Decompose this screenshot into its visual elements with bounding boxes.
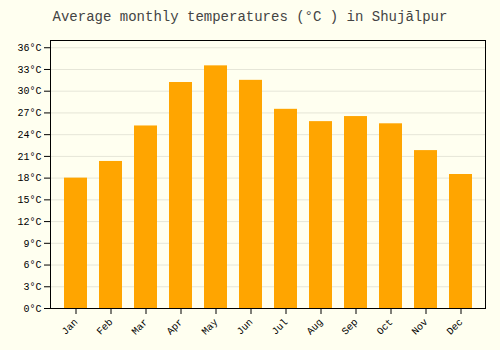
- svg-text:36°C: 36°C: [17, 43, 41, 54]
- svg-text:30°C: 30°C: [17, 86, 41, 97]
- svg-text:Feb: Feb: [95, 317, 116, 338]
- svg-text:9°C: 9°C: [23, 239, 41, 250]
- html-text:Average monthly temperatures (: Average monthly temperatures (°C ) in Sh…: [52, 9, 448, 25]
- svg-text:Jan: Jan: [60, 317, 81, 338]
- svg-text:Aug: Aug: [305, 317, 326, 338]
- svg-text:21°C: 21°C: [17, 152, 41, 163]
- svg-text:Sep: Sep: [340, 317, 361, 338]
- svg-text:12°C: 12°C: [17, 217, 41, 228]
- svg-text:33°C: 33°C: [17, 65, 41, 76]
- svg-text:Nov: Nov: [410, 317, 431, 338]
- svg-text:Apr: Apr: [165, 317, 186, 338]
- svg-text:6°C: 6°C: [23, 260, 41, 271]
- svg-text:Oct: Oct: [375, 317, 396, 338]
- svg-text:Dec: Dec: [445, 317, 466, 338]
- svg-text:27°C: 27°C: [17, 108, 41, 119]
- svg-text:0°C: 0°C: [23, 304, 41, 315]
- svg-text:Jun: Jun: [235, 317, 256, 338]
- svg-text:Mar: Mar: [130, 317, 151, 338]
- svg-text:3°C: 3°C: [23, 282, 41, 293]
- svg-text:24°C: 24°C: [17, 130, 41, 141]
- svg-text:May: May: [200, 317, 221, 338]
- svg-text:Jul: Jul: [270, 317, 291, 338]
- svg-text:18°C: 18°C: [17, 173, 41, 184]
- svg-text:15°C: 15°C: [17, 195, 41, 206]
